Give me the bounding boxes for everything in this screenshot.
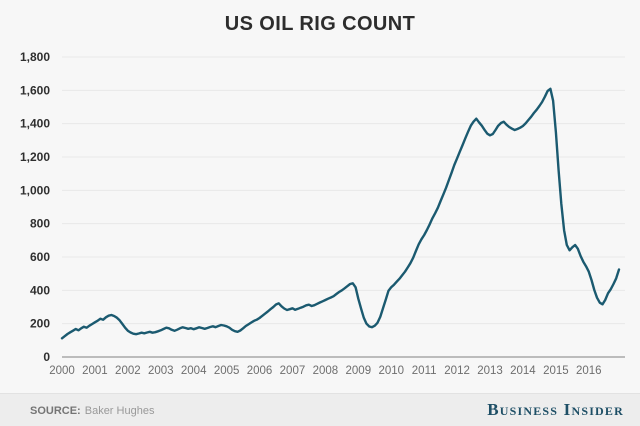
y-tick-label: 1,000 xyxy=(20,183,50,197)
x-tick-label: 2013 xyxy=(477,365,503,377)
y-tick-label: 1,400 xyxy=(20,117,50,131)
x-tick-label: 2006 xyxy=(247,365,273,377)
y-tick-label: 0 xyxy=(43,350,50,364)
y-tick-label: 1,800 xyxy=(20,50,50,64)
y-tick-label: 200 xyxy=(30,317,50,331)
data-line xyxy=(60,87,621,340)
x-tick-label: 2002 xyxy=(115,365,141,377)
business-insider-logo: Business Insider xyxy=(487,400,624,419)
x-tick-label: 2008 xyxy=(313,365,339,377)
x-tick-label: 2016 xyxy=(576,365,602,377)
source-value: Baker Hughes xyxy=(84,405,155,417)
source-note: SOURCE: Baker Hughes xyxy=(30,401,154,419)
x-tick-label: 2011 xyxy=(412,365,437,377)
rig-count-line-chart: 0 200 400 600 800 1,000 1,200 1,400 1,600 1,800 20… xyxy=(20,50,625,377)
y-tick-label: 1,600 xyxy=(20,83,50,97)
x-tick-label: 2007 xyxy=(280,365,306,377)
x-tick-label: 2005 xyxy=(214,365,240,377)
x-tick-label: 2003 xyxy=(148,365,174,377)
x-tick-label: 2014 xyxy=(510,365,536,377)
x-tick-label: 2010 xyxy=(378,365,404,377)
x-tick-label: 2015 xyxy=(543,365,569,377)
x-tick-label: 2001 xyxy=(82,365,108,377)
x-tick-label: 2000 xyxy=(49,365,75,377)
x-tick-label: 2009 xyxy=(346,365,372,377)
x-tick-label: 2012 xyxy=(444,365,470,377)
y-tick-label: 800 xyxy=(30,217,50,231)
y-tick-label: 1,200 xyxy=(20,150,50,164)
footer: SOURCE: Baker Hughes Business Insider xyxy=(0,393,640,426)
source-label: SOURCE: xyxy=(30,405,81,417)
x-tick-label: 2004 xyxy=(181,365,207,377)
y-tick-label: 400 xyxy=(30,283,50,297)
y-tick-label: 600 xyxy=(30,250,50,264)
chart-title: US OIL RIG COUNT xyxy=(224,13,416,35)
